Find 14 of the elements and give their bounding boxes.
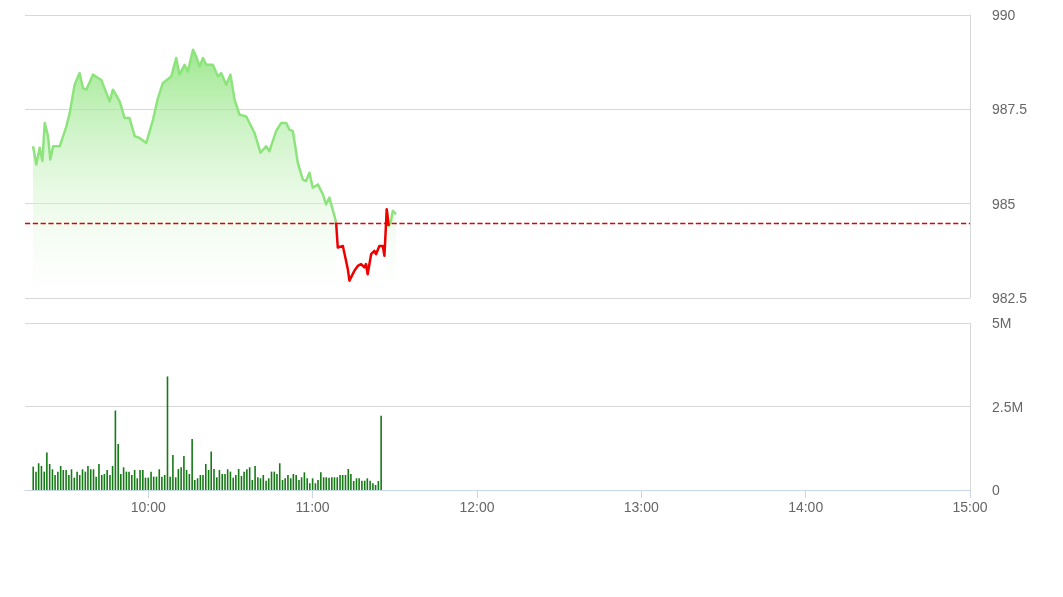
x-tick-label: 14:00	[788, 499, 824, 515]
y-tick-label: 987.5	[992, 101, 1028, 118]
x-tick-label: 13:00	[623, 499, 660, 515]
x-tick-label: 15:00	[952, 499, 988, 515]
y-tick-label: 2.5M	[992, 398, 1024, 415]
x-tick-label: 11:00	[295, 499, 330, 515]
y-tick-label: 0	[992, 482, 1000, 498]
y-tick-label: 985	[992, 195, 1016, 212]
y-tick-label: 982.5	[992, 290, 1028, 306]
y-tick-label: 5M	[992, 315, 1012, 331]
x-tick-label: 12:00	[459, 499, 495, 515]
x-tick-label: 10:00	[130, 499, 166, 515]
y-tick-label: 990	[992, 7, 1016, 23]
line-series	[334, 208, 390, 282]
